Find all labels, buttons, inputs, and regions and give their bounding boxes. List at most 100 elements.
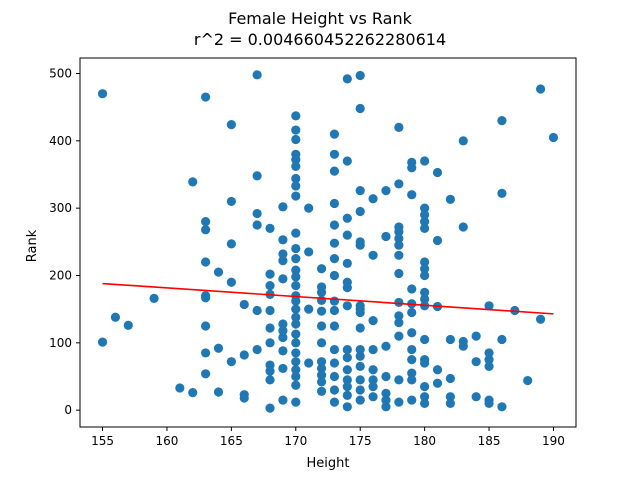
data-point (265, 338, 275, 348)
data-point (342, 353, 352, 363)
data-point (188, 177, 198, 187)
data-point (252, 70, 262, 80)
data-point (201, 257, 211, 267)
data-point (381, 402, 391, 412)
data-point (239, 350, 249, 360)
data-point (329, 220, 340, 230)
y-tick-label: 0 (64, 403, 72, 417)
data-point (407, 284, 417, 294)
fit-line (102, 282, 554, 315)
data-point (420, 264, 430, 274)
data-point (445, 398, 455, 409)
data-point (226, 120, 236, 130)
data-point (291, 243, 301, 254)
data-point (420, 398, 430, 409)
data-point (355, 385, 365, 395)
data-point (394, 179, 404, 189)
data-point (291, 312, 301, 322)
data-point (291, 272, 301, 282)
data-point (278, 346, 288, 356)
data-point (329, 149, 340, 159)
data-point (304, 247, 314, 257)
data-point (458, 222, 468, 232)
data-point (304, 203, 314, 213)
data-point (278, 274, 288, 284)
data-point (420, 294, 430, 304)
data-point (265, 223, 275, 233)
data-point (291, 161, 301, 172)
data-point (355, 70, 365, 81)
data-point (368, 316, 378, 326)
data-point (291, 304, 301, 314)
data-point (291, 280, 301, 291)
x-tick-label: 165 (220, 434, 243, 448)
data-point (355, 323, 365, 333)
data-point (291, 173, 301, 184)
data-point (548, 132, 559, 143)
data-point (329, 254, 340, 264)
data-point (381, 371, 391, 382)
data-point (458, 136, 468, 146)
data-point (316, 287, 327, 297)
data-point (342, 283, 352, 293)
data-point (432, 378, 443, 388)
data-point (278, 332, 288, 343)
data-point (381, 186, 391, 196)
data-point (97, 337, 108, 347)
data-point (420, 217, 430, 227)
data-point (458, 341, 468, 351)
data-point (394, 297, 404, 308)
data-point (291, 319, 301, 329)
y-tick-label: 400 (49, 134, 72, 148)
data-point (329, 238, 340, 248)
data-point (329, 321, 340, 331)
data-point (213, 343, 224, 353)
data-point (420, 270, 430, 281)
x-tick-label: 190 (542, 434, 565, 448)
data-point (316, 363, 327, 374)
data-point (291, 357, 301, 367)
data-point (432, 365, 443, 375)
data-point (201, 92, 211, 102)
data-point (201, 369, 211, 379)
data-point (497, 402, 507, 412)
chart-subtitle: r^2 = 0.004660452262280614 (194, 30, 446, 49)
data-point (226, 196, 236, 207)
data-point (252, 208, 262, 219)
data-point (239, 299, 249, 310)
data-point (394, 375, 404, 385)
data-point (265, 323, 275, 333)
data-point (445, 392, 455, 402)
data-point (432, 235, 443, 246)
data-point (484, 361, 494, 371)
data-point (291, 371, 301, 382)
data-point (291, 380, 301, 390)
data-point (445, 373, 455, 384)
data-point (420, 210, 430, 220)
data-point (355, 240, 365, 250)
data-point (407, 163, 417, 173)
data-point (291, 397, 301, 407)
data-point (213, 267, 224, 277)
data-point (316, 377, 327, 387)
data-point (342, 402, 352, 412)
data-point (291, 296, 301, 306)
data-point (188, 388, 198, 398)
data-point (381, 395, 391, 405)
data-point (420, 257, 430, 267)
data-point (355, 186, 365, 196)
data-point (342, 156, 352, 166)
data-point (329, 305, 340, 316)
data-point (342, 74, 352, 84)
data-point (97, 89, 108, 99)
data-point (471, 357, 481, 367)
x-tick-label: 170 (284, 434, 307, 448)
data-point (381, 388, 391, 398)
data-point (445, 334, 455, 345)
data-point (381, 341, 391, 351)
data-point (394, 331, 404, 341)
data-point (201, 321, 211, 331)
